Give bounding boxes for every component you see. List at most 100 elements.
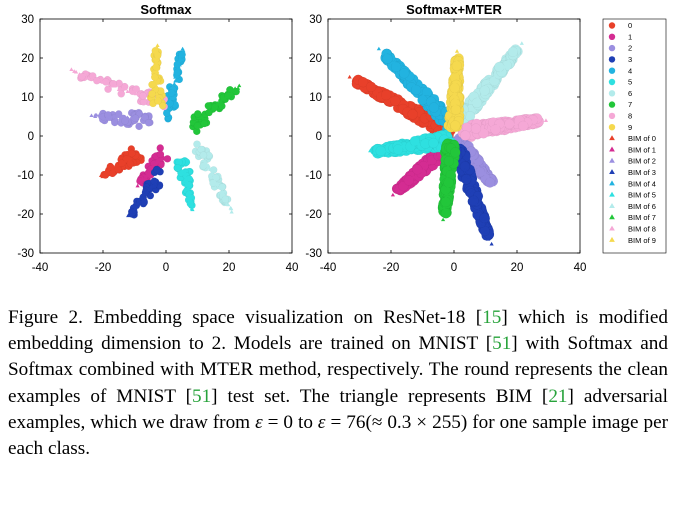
triangle-point-2 [125, 115, 130, 120]
circle-point-3 [479, 212, 490, 224]
triangle-point-6 [470, 100, 475, 104]
legend-label: BIM of 5 [628, 191, 656, 200]
triangle-point-3 [476, 208, 481, 213]
circle-point-7 [440, 208, 452, 219]
y-tick-label: -10 [305, 170, 322, 182]
triangle-point-0 [374, 91, 379, 95]
triangle-point-0 [361, 80, 366, 85]
triangle-point-6 [506, 58, 511, 63]
triangle-point-5 [181, 172, 186, 176]
triangle-point-9 [154, 62, 159, 67]
triangle-point-8 [136, 91, 141, 96]
triangle-point-8 [520, 120, 525, 125]
triangle-point-3 [472, 194, 477, 199]
triangle-point-7 [236, 86, 241, 90]
triangle-point-6 [222, 195, 227, 200]
triangle-point-7 [447, 160, 452, 165]
triangle-point-6 [208, 167, 213, 171]
citation-link-51[interactable]: 51 [492, 333, 512, 355]
circle-point-0 [390, 95, 401, 107]
triangle-point-4 [174, 73, 179, 77]
triangle-point-9 [153, 82, 158, 87]
triangle-point-1 [402, 182, 407, 186]
circle-point-4 [428, 102, 440, 113]
triangle-point-4 [421, 93, 426, 98]
triangle-point-0 [416, 112, 422, 117]
y-tick-label: 30 [309, 14, 322, 26]
x-tick-label: -20 [95, 262, 112, 274]
legend-circle-marker [608, 101, 616, 108]
triangle-point-0 [124, 156, 130, 161]
triangle-point-9 [454, 49, 460, 53]
triangle-point-7 [213, 104, 218, 108]
triangle-point-8 [486, 127, 491, 131]
legend-label: BIM of 9 [628, 236, 656, 245]
citation-link-21[interactable]: 21 [548, 385, 568, 407]
citation-link-15[interactable]: 15 [482, 307, 502, 328]
triangle-point-8 [525, 119, 530, 123]
triangle-point-4 [175, 67, 180, 71]
citation-link-51-b[interactable]: 51 [191, 385, 212, 407]
legend-circle-marker [608, 112, 616, 120]
triangle-point-4 [177, 58, 182, 63]
triangle-point-9 [155, 45, 160, 50]
x-tick-label: 0 [451, 262, 457, 274]
triangle-point-4 [412, 82, 417, 87]
triangle-point-8 [480, 125, 485, 130]
triangle-point-3 [481, 221, 486, 226]
triangle-point-3 [132, 206, 138, 211]
triangle-point-2 [89, 113, 94, 118]
circle-point-0 [365, 81, 377, 93]
y-tick-label: -30 [305, 248, 322, 260]
cluster-class-9 [443, 49, 465, 133]
triangle-point-2 [117, 114, 122, 119]
triangle-point-8 [112, 83, 117, 88]
triangle-point-5 [429, 140, 434, 144]
triangle-point-3 [129, 210, 134, 214]
triangle-point-4 [169, 91, 174, 96]
triangle-point-8 [543, 118, 549, 122]
triangle-point-2 [134, 116, 139, 120]
circle-point-3 [153, 165, 161, 174]
triangle-point-4 [181, 48, 186, 53]
triangle-point-5 [184, 183, 189, 187]
triangle-point-2 [129, 115, 134, 120]
circle-point-2 [144, 118, 153, 127]
circle-point-6 [199, 151, 208, 160]
triangle-point-8 [98, 78, 103, 82]
circle-point-5 [173, 164, 182, 172]
y-tick-label: -20 [305, 209, 322, 221]
triangle-point-4 [383, 51, 388, 55]
triangle-point-9 [452, 108, 457, 112]
triangle-point-1 [135, 183, 140, 188]
circle-point-9 [450, 104, 462, 116]
triangle-point-2 [114, 116, 119, 121]
figure-caption: Figure 2. Embedding space visualization … [8, 305, 668, 462]
triangle-point-7 [444, 201, 449, 206]
triangle-point-4 [425, 98, 430, 103]
circle-point-8 [470, 123, 482, 134]
cluster-class-6 [191, 140, 234, 214]
triangle-point-7 [207, 111, 212, 115]
triangle-point-4 [173, 78, 178, 83]
caption-text-7: = 76(≈ 0.3 × 255) for one sample image p… [8, 411, 668, 460]
triangle-point-9 [455, 72, 460, 76]
data-points [69, 43, 242, 219]
triangle-point-9 [154, 94, 160, 98]
x-tick-label: 40 [574, 262, 587, 274]
legend-circle-marker [608, 90, 616, 97]
legend-triangle-marker [609, 157, 615, 163]
caption-text-5: ] adversarial examples, which we draw fr… [8, 385, 668, 433]
triangle-point-5 [378, 149, 383, 154]
y-tick-label: 20 [309, 53, 322, 65]
legend-label: 0 [628, 21, 632, 30]
triangle-point-3 [474, 201, 479, 206]
circle-point-7 [193, 121, 202, 130]
triangle-point-3 [486, 237, 491, 241]
y-tick-label: 20 [21, 53, 34, 65]
caption-text-2: ] which is modified embedding dimension … [8, 307, 668, 355]
circle-point-7 [443, 155, 455, 167]
x-tick-label: -20 [383, 262, 400, 274]
triangle-point-8 [490, 125, 495, 129]
